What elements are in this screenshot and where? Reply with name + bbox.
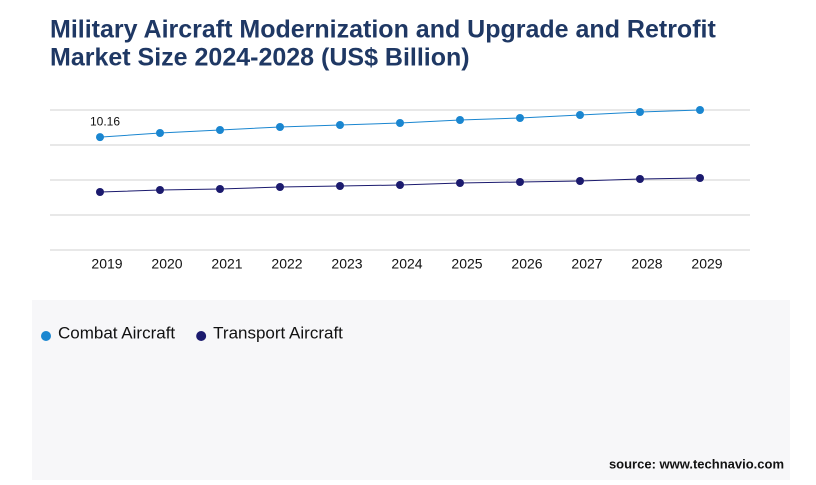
x-tick-label: 2023 — [331, 256, 362, 272]
legend-marker — [196, 331, 207, 341]
data-point — [276, 123, 284, 131]
data-point — [636, 175, 644, 183]
x-tick-label: 2022 — [271, 256, 302, 272]
data-point — [396, 181, 404, 189]
legend-marker — [41, 331, 51, 341]
x-tick-label: 2024 — [391, 256, 422, 272]
x-tick-label: 2025 — [451, 256, 482, 272]
data-point — [516, 114, 524, 122]
x-tick-label: 2019 — [91, 256, 122, 272]
data-point — [516, 178, 524, 186]
chart-title: Military Aircraft Modernization and Upgr… — [50, 16, 716, 44]
x-tick-label: 2021 — [211, 256, 242, 272]
data-point — [96, 133, 104, 142]
background-panel — [32, 300, 790, 480]
grid — [50, 109, 750, 251]
data-point — [636, 108, 644, 116]
data-point — [96, 188, 104, 196]
chart-subtitle: Market Size 2024-2028 (US$ Billion) — [50, 44, 470, 72]
legend-label: Transport Aircraft — [213, 323, 343, 342]
data-point — [396, 119, 404, 127]
data-label: 10.16 — [90, 114, 120, 128]
x-tick-label: 2026 — [511, 256, 542, 272]
data-point — [156, 129, 164, 137]
data-point — [156, 186, 164, 194]
data-point — [216, 185, 224, 193]
data-point — [216, 126, 224, 134]
source: source: www.technavio.com — [609, 456, 784, 471]
data-point — [576, 177, 584, 185]
data-point — [696, 106, 704, 114]
data-point — [456, 179, 464, 187]
x-tick-label: 2020 — [151, 256, 182, 272]
legend-label: Combat Aircraft — [58, 323, 175, 342]
data-point — [576, 111, 584, 119]
x-tick-label: 2028 — [631, 256, 662, 272]
x-tick-label: 2027 — [571, 256, 602, 272]
x-tick-label: 2029 — [691, 256, 722, 272]
data-point — [696, 174, 704, 182]
data-point — [336, 121, 344, 129]
data-point — [276, 183, 284, 191]
data-point — [456, 116, 464, 124]
data-point — [336, 182, 344, 190]
